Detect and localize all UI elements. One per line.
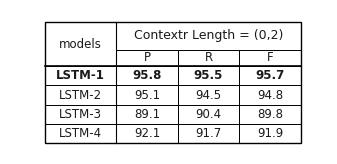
Bar (45, 124, 116, 144)
Bar (116, 105, 178, 124)
Text: 91.9: 91.9 (257, 127, 283, 140)
Bar (178, 105, 239, 124)
Bar (239, 66, 301, 85)
Text: LSTM-3: LSTM-3 (59, 108, 102, 121)
Text: 92.1: 92.1 (134, 127, 160, 140)
Text: LSTM-4: LSTM-4 (59, 127, 102, 140)
Text: 94.8: 94.8 (257, 89, 283, 102)
Text: R: R (205, 51, 213, 64)
Text: models: models (59, 38, 102, 51)
Text: 91.7: 91.7 (195, 127, 222, 140)
Bar (116, 85, 178, 105)
Bar (45, 22, 116, 66)
Text: P: P (144, 51, 151, 64)
Text: 89.8: 89.8 (257, 108, 283, 121)
Text: F: F (267, 51, 273, 64)
Text: 90.4: 90.4 (195, 108, 222, 121)
Text: 95.1: 95.1 (134, 89, 160, 102)
Bar (178, 66, 239, 85)
Bar (178, 124, 239, 144)
Bar (45, 85, 116, 105)
Text: Contextr Length = (0,2): Contextr Length = (0,2) (134, 30, 283, 42)
Bar (45, 105, 116, 124)
Bar (116, 66, 178, 85)
Text: 95.5: 95.5 (194, 69, 223, 82)
Bar (239, 50, 301, 66)
Text: 94.5: 94.5 (195, 89, 222, 102)
Text: LSTM-1: LSTM-1 (56, 69, 105, 82)
Text: 95.8: 95.8 (132, 69, 162, 82)
Text: 95.7: 95.7 (255, 69, 285, 82)
Bar (178, 50, 239, 66)
Bar (239, 105, 301, 124)
Bar (239, 85, 301, 105)
Text: 89.1: 89.1 (134, 108, 160, 121)
Text: LSTM-2: LSTM-2 (59, 89, 102, 102)
Bar (178, 85, 239, 105)
Bar (116, 124, 178, 144)
Bar (239, 124, 301, 144)
Bar (116, 50, 178, 66)
Bar (45, 66, 116, 85)
Bar (116, 22, 301, 50)
